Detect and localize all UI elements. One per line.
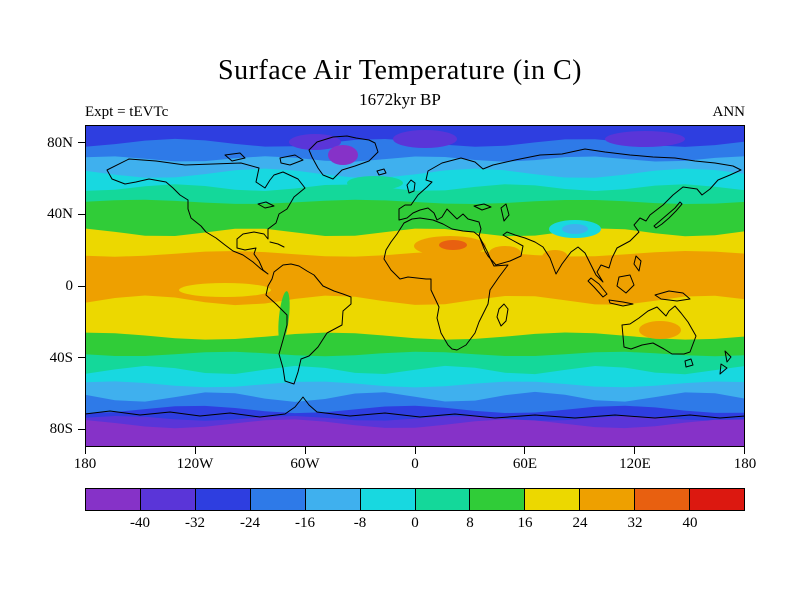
temperature-patch — [562, 224, 588, 234]
temperature-patch — [347, 176, 403, 190]
temperature-patch — [393, 130, 457, 148]
temperature-field — [85, 125, 745, 447]
coastline-africa — [383, 217, 509, 351]
temperature-patch — [179, 283, 271, 297]
colorbar — [85, 488, 745, 511]
colorbar-segment — [469, 489, 525, 510]
coastline-philippines — [633, 255, 642, 272]
lat-tick-label: 80N — [47, 134, 73, 151]
temperature-anomaly-patches — [179, 130, 685, 343]
colorbar-tick-label: -32 — [185, 515, 205, 531]
coastline-australia — [621, 305, 697, 355]
lon-tick-label: 180 — [733, 456, 757, 472]
lat-tick — [78, 213, 85, 215]
lat-tick — [78, 285, 85, 287]
coastline-new-zealand — [719, 350, 732, 375]
colorbar-segment — [86, 489, 140, 510]
lat-tick — [78, 428, 85, 430]
colorbar-tick-label: 16 — [517, 515, 533, 531]
lon-tick-label: 120W — [176, 456, 214, 472]
lon-tick-label: 60W — [290, 456, 320, 472]
coastline-south-america — [265, 263, 352, 385]
colorbar-segment — [249, 489, 305, 510]
season-label: ANN — [712, 104, 746, 120]
lat-tick-label: 80S — [49, 421, 73, 438]
colorbar-segment — [194, 489, 250, 510]
coastline-japan — [653, 201, 683, 229]
lat-tick-label: 40S — [49, 349, 73, 366]
lat-tick-label: 40N — [47, 206, 73, 223]
lon-tick — [524, 447, 526, 454]
lat-tick — [78, 142, 85, 144]
lon-tick — [194, 447, 196, 454]
coastline-iceland — [376, 168, 387, 176]
map-plot: 80N 40N 0 40S 80S 180 120W 60W 0 60E 120E 180 — [47, 125, 756, 472]
lon-tick — [414, 447, 416, 454]
coastline-madagascar — [496, 303, 509, 327]
temperature-patch — [489, 246, 521, 260]
coastline-tasmania — [684, 358, 694, 368]
lon-tick — [304, 447, 306, 454]
coastline-great-lakes — [257, 201, 275, 209]
temperature-patch — [328, 145, 358, 165]
colorbar-segment — [634, 489, 690, 510]
colorbar-tick-label: -16 — [295, 515, 315, 531]
lon-tick-label: 0 — [411, 456, 419, 472]
experiment-label: Expt = tEVTc — [85, 104, 169, 120]
lon-tick — [84, 447, 86, 454]
colorbar-segment — [524, 489, 580, 510]
chart-title: Surface Air Temperature (in C) — [218, 55, 582, 86]
temperature-patch — [289, 134, 341, 150]
coastline-sumatra — [587, 277, 608, 298]
colorbar-tick-label: 8 — [466, 515, 474, 531]
colorbar-tick-label: 40 — [682, 515, 698, 531]
colorbar-tick-label: 24 — [572, 515, 588, 531]
temperature-patch — [639, 321, 681, 339]
colorbar-tick-label: 32 — [627, 515, 643, 531]
colorbar-segment — [414, 489, 470, 510]
temperature-band — [85, 419, 745, 447]
colorbar-segment — [139, 489, 195, 510]
temperature-patch — [605, 131, 685, 147]
colorbar-segment — [689, 489, 745, 510]
colorbar-segment — [304, 489, 360, 510]
colorbar-tick-labels: -40 -32 -24 -16 -8 0 8 16 24 32 40 — [85, 514, 745, 534]
colorbar-segment — [359, 489, 415, 510]
colorbar-segment — [579, 489, 635, 510]
coastline-arctic-islands — [224, 152, 304, 166]
colorbar-tick-label: -8 — [353, 515, 367, 531]
lon-tick — [634, 447, 636, 454]
coastline-cuba — [269, 241, 285, 248]
chart-subtitle: 1672kyr BP — [359, 90, 441, 109]
colorbar-tick-label: -40 — [130, 515, 150, 531]
coastline-north-america — [106, 158, 306, 275]
temperature-map — [85, 125, 745, 447]
coastline-black-sea — [473, 203, 492, 211]
colorbar-tick-label: 0 — [411, 515, 419, 531]
lon-tick-label: 180 — [73, 456, 97, 472]
lon-tick — [744, 447, 746, 454]
lon-tick-label: 60E — [512, 456, 538, 472]
lat-tick — [78, 357, 85, 359]
temperature-patch — [542, 250, 568, 264]
coastline-greenland — [308, 135, 379, 180]
colorbar-tick-label: -24 — [240, 515, 260, 531]
coastline-new-guinea — [654, 290, 691, 302]
coastline-borneo — [616, 274, 635, 294]
lat-tick-label: 0 — [65, 278, 74, 294]
lon-tick-label: 120E — [619, 456, 651, 472]
map-border — [85, 125, 745, 447]
coastline-eurasia — [398, 148, 742, 283]
coastline-java — [608, 299, 634, 307]
coastline-caspian-sea — [500, 203, 510, 222]
temperature-patch — [278, 291, 290, 343]
coastline-british-isles — [406, 179, 416, 194]
coastlines — [85, 135, 745, 419]
temperature-patch — [439, 240, 467, 250]
coastline-antarctica — [85, 396, 745, 419]
